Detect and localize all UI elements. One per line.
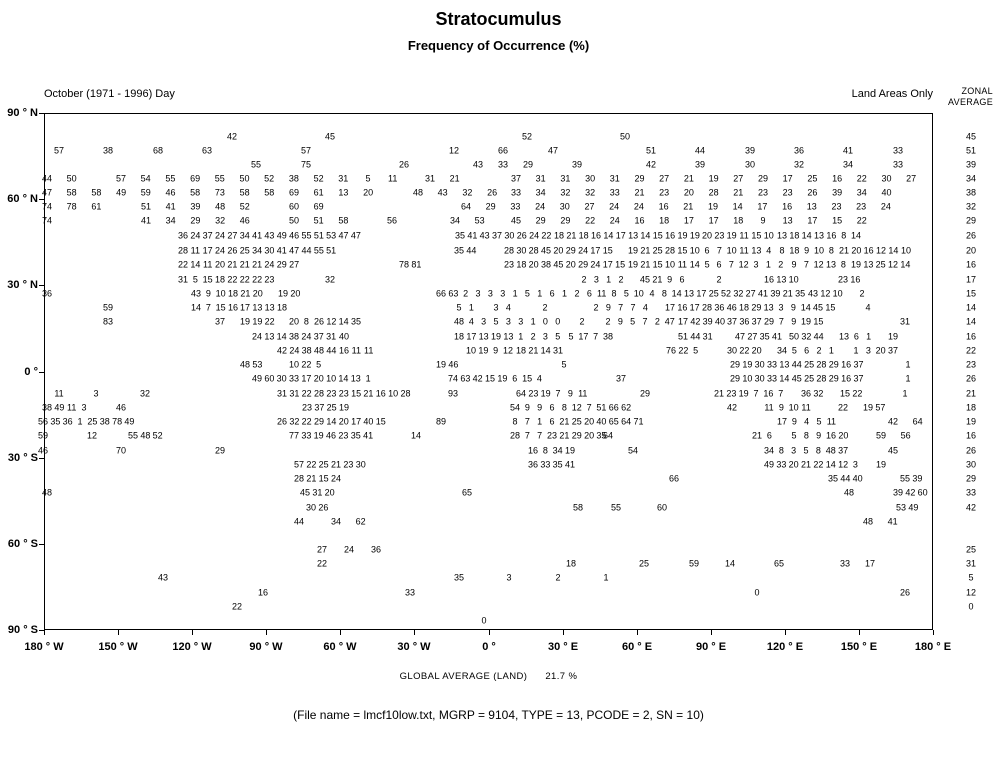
- lon-tick: [859, 630, 860, 635]
- lon-axis-label: 90 ° E: [695, 641, 727, 653]
- zonal-average-value: 39: [965, 159, 977, 170]
- lat-axis-label: 90 ° S: [7, 624, 38, 636]
- zonal-average-value: 19: [965, 416, 977, 427]
- lat-axis-label: 60 ° N: [7, 193, 38, 205]
- zonal-average-value: 25: [965, 544, 977, 555]
- period-label: October (1971 - 1996) Day: [44, 88, 175, 100]
- lat-axis-label: 0 °: [24, 366, 38, 378]
- lon-tick: [563, 630, 564, 635]
- lon-axis-label: 180 ° W: [24, 641, 64, 653]
- lon-tick: [266, 630, 267, 635]
- zonal-average-value: 29: [965, 215, 977, 226]
- lon-axis-label: 150 ° E: [840, 641, 878, 653]
- zonal-average-value: 0: [968, 601, 974, 612]
- lat-axis-label: 30 ° S: [7, 452, 38, 464]
- lon-tick: [711, 630, 712, 635]
- zonal-average-value: 12: [965, 587, 977, 598]
- lon-tick: [118, 630, 119, 635]
- zonal-average-value: 22: [965, 345, 977, 356]
- zonal-average-value: 26: [965, 230, 977, 241]
- lon-tick: [933, 630, 934, 635]
- coverage-label: Land Areas Only: [851, 88, 933, 100]
- lon-axis-label: 0 °: [482, 641, 496, 653]
- zonal-average-value: 5: [968, 572, 974, 583]
- lon-tick: [489, 630, 490, 635]
- file-info: (File name = lmcf10low.txt, MGRP = 9104,…: [293, 708, 704, 722]
- zonal-average-header-line2: AVERAGE: [948, 97, 993, 107]
- zonal-average-value: 26: [965, 373, 977, 384]
- lon-axis-label: 150 ° W: [98, 641, 138, 653]
- lon-tick: [340, 630, 341, 635]
- zonal-average-value: 18: [965, 402, 977, 413]
- lon-axis-label: 30 ° W: [397, 641, 431, 653]
- lat-axis-label: 30 ° N: [7, 279, 38, 291]
- lat-tick: [39, 630, 44, 631]
- chart-subtitle: Frequency of Occurrence (%): [407, 38, 590, 53]
- lon-axis-label: 180 ° E: [914, 641, 952, 653]
- zonal-average-value: 30: [965, 459, 977, 470]
- zonal-average-value: 16: [965, 331, 977, 342]
- lat-axis-label: 90 ° N: [7, 107, 38, 119]
- zonal-average-header: ZONAL AVERAGE: [897, 86, 993, 108]
- global-average-label: GLOBAL AVERAGE (LAND): [399, 671, 528, 682]
- zonal-average-value: 16: [965, 430, 977, 441]
- zonal-average-value: 14: [965, 316, 977, 327]
- lon-tick: [44, 630, 45, 635]
- zonal-average-value: 31: [965, 558, 977, 569]
- zonal-average-value: 51: [965, 145, 977, 156]
- lon-axis-label: 90 ° W: [249, 641, 283, 653]
- zonal-average-value: 16: [965, 259, 977, 270]
- lon-axis-label: 60 ° W: [323, 641, 357, 653]
- lon-tick: [414, 630, 415, 635]
- zonal-average-value: 34: [965, 173, 977, 184]
- zonal-average-value: 20: [965, 245, 977, 256]
- lon-axis-label: 120 ° E: [766, 641, 804, 653]
- zonal-average-value: 32: [965, 201, 977, 212]
- zonal-average-value: 42: [965, 502, 977, 513]
- lon-tick: [637, 630, 638, 635]
- zonal-average-value: 45: [965, 131, 977, 142]
- zonal-average-value: 23: [965, 359, 977, 370]
- zonal-average-value: 26: [965, 445, 977, 456]
- lon-axis-label: 120 ° W: [172, 641, 212, 653]
- zonal-average-value: 17: [965, 274, 977, 285]
- global-average-value: 21.7 %: [545, 671, 578, 682]
- chart-title: Stratocumulus: [435, 9, 562, 29]
- zonal-average-value: 14: [965, 302, 977, 313]
- global-average: GLOBAL AVERAGE (LAND) 21.7 %: [44, 671, 933, 682]
- zonal-average-value: 15: [965, 288, 977, 299]
- lon-axis-label: 60 ° E: [621, 641, 653, 653]
- zonal-average-value: 29: [965, 473, 977, 484]
- lon-axis-label: 30 ° E: [547, 641, 579, 653]
- lon-tick: [192, 630, 193, 635]
- zonal-average-value: 38: [965, 187, 977, 198]
- lon-tick: [785, 630, 786, 635]
- zonal-average-header-line1: ZONAL: [961, 86, 993, 96]
- lat-axis-label: 60 ° S: [7, 538, 38, 550]
- zonal-average-value: 33: [965, 487, 977, 498]
- zonal-average-value: 21: [965, 388, 977, 399]
- plot-frame: [44, 113, 933, 630]
